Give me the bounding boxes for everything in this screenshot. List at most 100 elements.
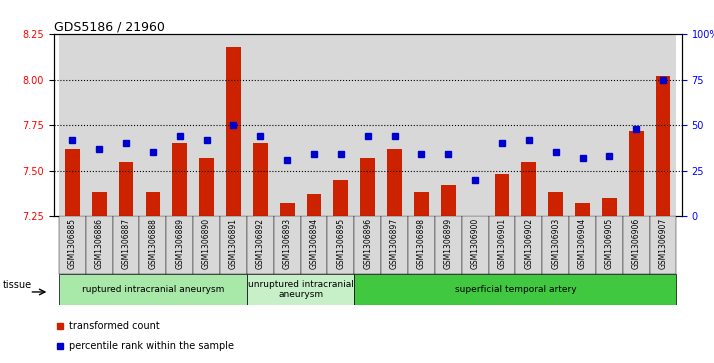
Bar [139, 216, 166, 274]
Bar [113, 34, 139, 216]
Bar [435, 34, 462, 216]
Bar [361, 158, 375, 216]
Bar [435, 216, 462, 274]
Text: GSM1306892: GSM1306892 [256, 218, 265, 269]
Bar [495, 174, 509, 216]
Text: unruptured intracranial
aneurysm: unruptured intracranial aneurysm [248, 280, 353, 299]
Text: GSM1306885: GSM1306885 [68, 218, 77, 269]
Text: GDS5186 / 21960: GDS5186 / 21960 [54, 20, 164, 33]
Bar [65, 149, 80, 216]
Bar [548, 192, 563, 216]
Text: transformed count: transformed count [69, 321, 160, 331]
Text: tissue: tissue [3, 280, 32, 290]
Text: GSM1306897: GSM1306897 [390, 218, 399, 269]
Text: GSM1306906: GSM1306906 [632, 218, 640, 269]
Bar [381, 34, 408, 216]
Bar [247, 34, 273, 216]
Bar [650, 216, 676, 274]
Text: GSM1306886: GSM1306886 [95, 218, 104, 269]
Bar [172, 143, 187, 216]
Bar [59, 34, 86, 216]
Bar [59, 216, 86, 274]
Bar [569, 34, 596, 216]
Bar [193, 34, 220, 216]
Bar [333, 180, 348, 216]
Bar [516, 216, 542, 274]
Bar [629, 131, 643, 216]
Bar [119, 162, 134, 216]
Bar [226, 47, 241, 216]
Bar [247, 274, 354, 305]
Bar [381, 216, 408, 274]
Bar [166, 34, 193, 216]
Bar [602, 198, 617, 216]
Bar [542, 216, 569, 274]
Text: GSM1306891: GSM1306891 [229, 218, 238, 269]
Text: GSM1306903: GSM1306903 [551, 218, 560, 269]
Bar [488, 216, 516, 274]
Text: GSM1306904: GSM1306904 [578, 218, 587, 269]
Text: GSM1306888: GSM1306888 [149, 218, 157, 269]
Bar [92, 192, 106, 216]
Bar [575, 203, 590, 216]
Bar [306, 194, 321, 216]
Text: GSM1306887: GSM1306887 [121, 218, 131, 269]
Bar [193, 216, 220, 274]
Text: GSM1306901: GSM1306901 [498, 218, 506, 269]
Text: superficial temporal artery: superficial temporal artery [455, 285, 576, 294]
Bar [623, 216, 650, 274]
Bar [86, 216, 113, 274]
Text: GSM1306907: GSM1306907 [658, 218, 668, 269]
Bar [516, 34, 542, 216]
Text: GSM1306893: GSM1306893 [283, 218, 291, 269]
Bar [655, 76, 670, 216]
Bar [441, 185, 456, 216]
Bar [408, 216, 435, 274]
Text: GSM1306899: GSM1306899 [444, 218, 453, 269]
Bar [414, 192, 429, 216]
Bar [387, 149, 402, 216]
Bar [280, 203, 295, 216]
Bar [596, 216, 623, 274]
Bar [199, 158, 214, 216]
Bar [596, 34, 623, 216]
Bar [462, 34, 488, 216]
Bar [542, 34, 569, 216]
Bar [273, 34, 301, 216]
Text: GSM1306895: GSM1306895 [336, 218, 346, 269]
Text: GSM1306894: GSM1306894 [309, 218, 318, 269]
Bar [623, 34, 650, 216]
Bar [253, 143, 268, 216]
Bar [166, 216, 193, 274]
Text: GSM1306905: GSM1306905 [605, 218, 614, 269]
Bar [273, 216, 301, 274]
Bar [220, 216, 247, 274]
Bar [328, 216, 354, 274]
Bar [569, 216, 596, 274]
Bar [408, 34, 435, 216]
Bar [59, 274, 247, 305]
Bar [139, 34, 166, 216]
Bar [247, 216, 273, 274]
Text: percentile rank within the sample: percentile rank within the sample [69, 341, 234, 351]
Bar [468, 216, 483, 218]
Bar [328, 34, 354, 216]
Bar [301, 216, 328, 274]
Text: ruptured intracranial aneurysm: ruptured intracranial aneurysm [81, 285, 224, 294]
Text: GSM1306896: GSM1306896 [363, 218, 372, 269]
Bar [146, 192, 160, 216]
Bar [354, 34, 381, 216]
Text: GSM1306902: GSM1306902 [524, 218, 533, 269]
Text: GSM1306898: GSM1306898 [417, 218, 426, 269]
Bar [220, 34, 247, 216]
Bar [354, 216, 381, 274]
Text: GSM1306890: GSM1306890 [202, 218, 211, 269]
Bar [650, 34, 676, 216]
Bar [86, 34, 113, 216]
Bar [354, 274, 676, 305]
Text: GSM1306889: GSM1306889 [175, 218, 184, 269]
Bar [113, 216, 139, 274]
Bar [462, 216, 488, 274]
Bar [521, 162, 536, 216]
Text: GSM1306900: GSM1306900 [471, 218, 480, 269]
